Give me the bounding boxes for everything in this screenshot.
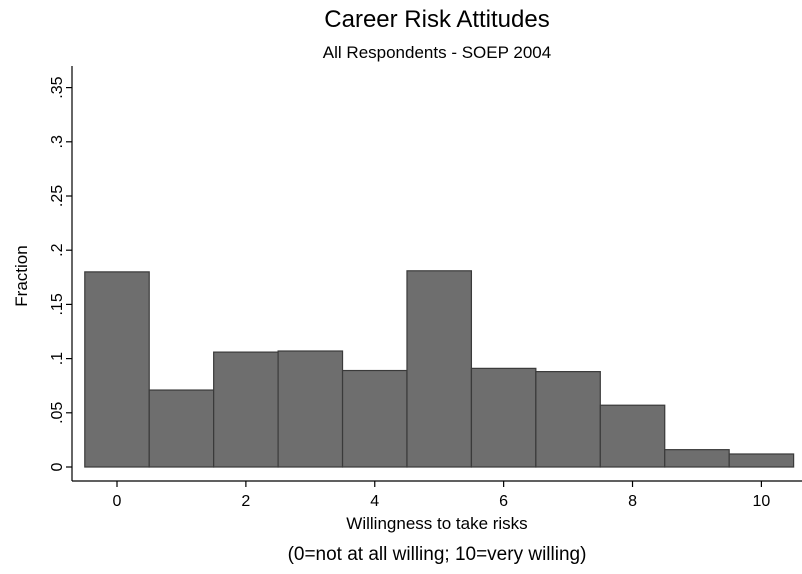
y-tick-label-.2: .2 bbox=[49, 243, 66, 256]
x-tick-label-4: 4 bbox=[370, 493, 379, 510]
x-axis-label: Willingness to take risks bbox=[346, 514, 528, 533]
bar-4 bbox=[341, 369, 408, 468]
y-tick-label-.05: .05 bbox=[49, 402, 66, 424]
x-tick-label-8: 8 bbox=[628, 493, 637, 510]
chart-title: Career Risk Attitudes bbox=[324, 6, 550, 33]
bar-1 bbox=[148, 389, 215, 468]
bar-8 bbox=[599, 404, 666, 468]
x-axis-note: (0=not at all willing; 10=very willing) bbox=[287, 544, 587, 565]
y-tick-label-.1: .1 bbox=[49, 352, 66, 365]
axes-group: 0 .05 .1 .15 .2 .25 .3 .35 0 2 4 6 8 10 bbox=[49, 66, 802, 510]
y-tick-label-.15: .15 bbox=[49, 293, 66, 315]
x-tick-label-10: 10 bbox=[753, 493, 771, 510]
bar-5 bbox=[406, 270, 473, 468]
bar-2 bbox=[213, 351, 279, 468]
y-tick-label-0: 0 bbox=[49, 462, 66, 471]
bar-7 bbox=[535, 371, 601, 468]
y-tick-label-.35: .35 bbox=[49, 76, 66, 98]
bar-0 bbox=[84, 271, 150, 468]
bar-9 bbox=[664, 449, 730, 468]
bars-group bbox=[84, 270, 795, 468]
bar-6 bbox=[470, 367, 537, 468]
chart-subtitle: All Respondents - SOEP 2004 bbox=[322, 43, 552, 62]
bar-10 bbox=[728, 453, 795, 468]
bar-3 bbox=[277, 350, 344, 468]
x-tick-label-0: 0 bbox=[113, 493, 122, 510]
x-tick-label-6: 6 bbox=[499, 493, 508, 510]
y-tick-label-.25: .25 bbox=[49, 185, 66, 207]
y-tick-label-.3: .3 bbox=[49, 135, 66, 148]
x-tick-label-2: 2 bbox=[241, 493, 250, 510]
